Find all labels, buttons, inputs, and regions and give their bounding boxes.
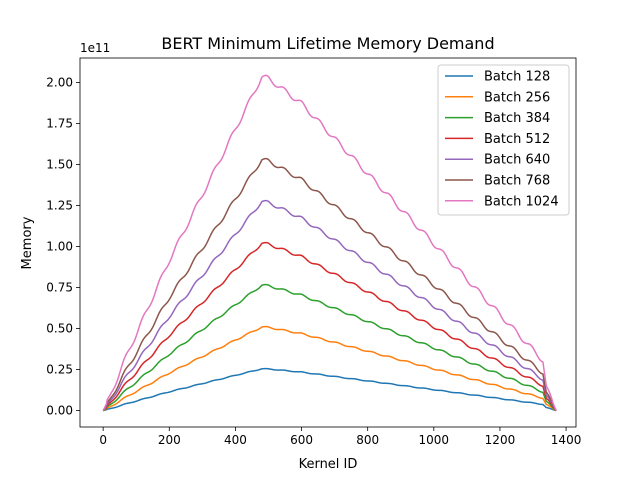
y-axis-ticks: 0.00 0.25 0.50 0.75 1.00 1.25 1.50 1.75 2.00 <box>46 76 80 418</box>
x-tick-label: 1400 <box>551 433 582 447</box>
x-tick-label: 0 <box>99 433 107 447</box>
series-line-7 <box>102 74 557 411</box>
x-tick-label: 1200 <box>485 433 516 447</box>
x-axis-label: Kernel ID <box>299 457 358 472</box>
legend-label: Batch 640 <box>484 153 550 168</box>
y-axis-offset-text: 1e11 <box>80 41 110 55</box>
legend-label: Batch 128 <box>484 70 550 85</box>
x-tick-label: 600 <box>290 433 313 447</box>
y-tick-label: 0.25 <box>46 363 73 377</box>
y-tick-label: 0.50 <box>46 322 73 336</box>
x-tick-label: 800 <box>356 433 379 447</box>
series-line-4 <box>102 241 557 412</box>
x-axis-ticks: 0 200 400 600 800 1000 1200 1400 <box>99 427 581 447</box>
series-line-5 <box>102 199 557 412</box>
chart-title: BERT Minimum Lifetime Memory Demand <box>161 34 494 53</box>
y-tick-label: 0.75 <box>46 281 73 295</box>
series-lines <box>102 74 557 412</box>
legend-label: Batch 1024 <box>484 194 559 209</box>
legend-label: Batch 256 <box>484 90 550 105</box>
y-axis-label: Memory <box>20 216 35 269</box>
legend: Batch 128 Batch 256 Batch 384 Batch 512 Batc… <box>437 64 570 216</box>
y-tick-label: 1.50 <box>46 158 73 172</box>
plot-frame <box>79 57 577 428</box>
legend-label: Batch 512 <box>484 132 550 147</box>
series-line-6 <box>102 157 557 412</box>
legend-label: Batch 768 <box>484 174 550 189</box>
series-line-1 <box>102 367 557 412</box>
series-line-2 <box>102 325 557 412</box>
series-line-3 <box>102 283 557 412</box>
y-tick-label: 2.00 <box>46 76 73 90</box>
y-tick-label: 0.00 <box>46 404 73 418</box>
legend-box <box>437 64 570 216</box>
x-tick-label: 1000 <box>419 433 450 447</box>
x-tick-label: 400 <box>224 433 247 447</box>
legend-label: Batch 384 <box>484 111 550 126</box>
y-tick-label: 1.00 <box>46 240 73 254</box>
y-tick-label: 1.75 <box>46 117 73 131</box>
y-tick-label: 1.25 <box>46 199 73 213</box>
x-tick-label: 200 <box>158 433 181 447</box>
